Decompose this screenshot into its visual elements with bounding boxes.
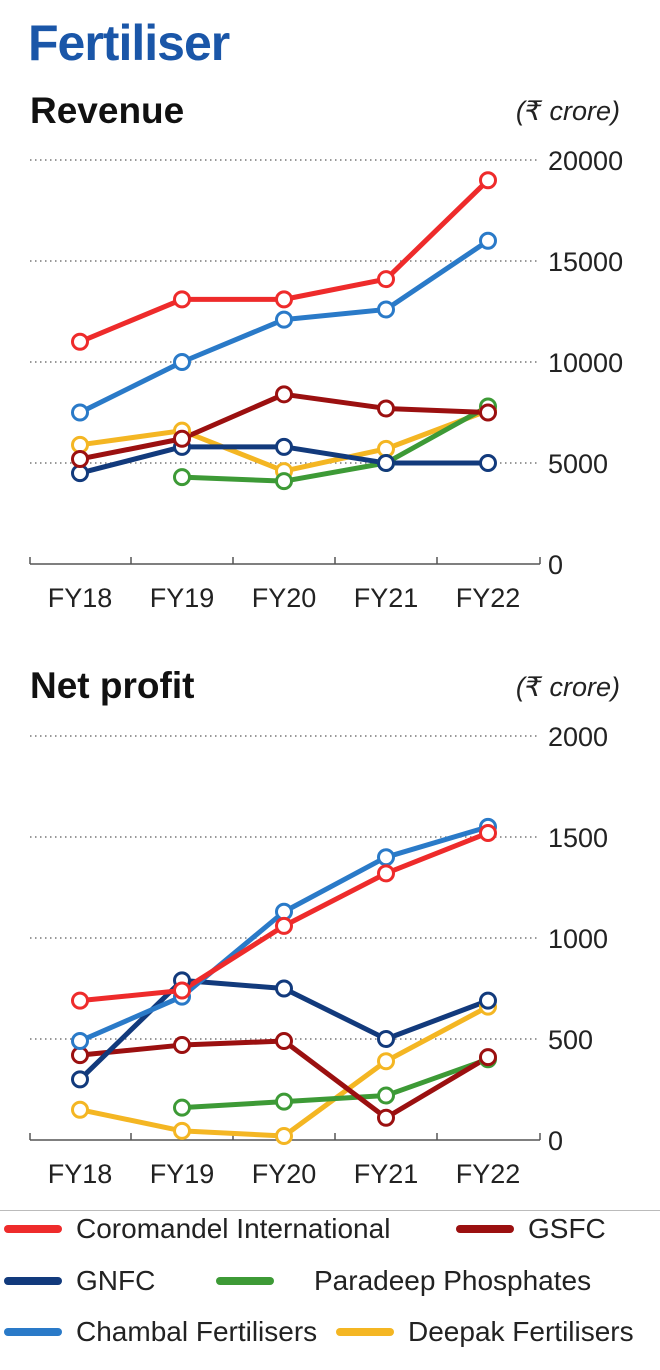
legend-label: GSFC <box>528 1213 606 1244</box>
revenue-y-tick-label: 5000 <box>548 449 608 479</box>
net-profit-y-tick-label: 1000 <box>548 924 608 954</box>
revenue-point-coromandel-international <box>173 290 191 309</box>
net-profit-point-deepak-fertilisers <box>173 1121 191 1140</box>
revenue-x-tick-label: FY21 <box>354 583 419 613</box>
page-title: Fertiliser <box>28 15 230 71</box>
legend-item-chambal-fertilisers: Chambal Fertilisers <box>4 1312 317 1352</box>
revenue-line-paradeep-phosphates <box>179 403 491 484</box>
revenue-point-coromandel-international <box>275 290 293 309</box>
legend-label: GNFC <box>76 1265 156 1296</box>
legend-label: Deepak Fertilisers <box>408 1316 634 1347</box>
net-profit-point-coromandel-international <box>71 991 89 1010</box>
revenue-unit-label: (₹ crore) <box>515 96 620 126</box>
net-profit-point-paradeep-phosphates <box>173 1098 191 1117</box>
net-profit-point-chambal-fertilisers <box>377 848 395 867</box>
net-profit-unit-label: (₹ crore) <box>515 672 620 702</box>
revenue-chart-title: Revenue <box>30 90 185 131</box>
net-profit-point-gnfc <box>275 979 293 998</box>
legend-item-deepak-fertilisers: Deepak Fertilisers <box>336 1312 634 1352</box>
legend-item-paradeep-phosphates: Paradeep Phosphates <box>216 1261 591 1301</box>
legend-label: Coromandel International <box>76 1213 391 1244</box>
net-profit-y-tick-label: 1500 <box>548 823 608 853</box>
revenue-y-tick-label: 0 <box>548 550 563 580</box>
legend-swatch <box>4 1277 62 1285</box>
net-profit-point-gsfc <box>275 1032 293 1051</box>
legend-swatch <box>4 1328 62 1336</box>
revenue-point-gsfc <box>377 399 395 418</box>
net-profit-chart-title: Net profit <box>30 665 195 706</box>
net-profit-y-tick-label: 500 <box>548 1025 593 1055</box>
net-profit-point-deepak-fertilisers <box>377 1052 395 1071</box>
revenue-x-tick-label: FY20 <box>252 583 317 613</box>
net-profit-y-tick-label: 0 <box>548 1126 563 1156</box>
net-profit-point-paradeep-phosphates <box>275 1092 293 1111</box>
revenue-point-coromandel-international <box>71 332 89 351</box>
net-profit-point-gnfc <box>71 1070 89 1089</box>
legend-item-gsfc: GSFC <box>456 1209 606 1249</box>
net-profit-x-tick-label: FY22 <box>456 1159 521 1189</box>
net-profit-line-paradeep-phosphates <box>179 1056 491 1111</box>
net-profit-point-gnfc <box>479 991 497 1010</box>
revenue-point-gnfc <box>275 437 293 456</box>
revenue-point-chambal-fertilisers <box>173 353 191 371</box>
legend: Coromandel International GSFC GNFC Paradeep… <box>0 1210 660 1370</box>
revenue-point-gnfc <box>377 454 395 472</box>
net-profit-point-gnfc <box>377 1030 395 1048</box>
legend-swatch <box>4 1225 62 1233</box>
revenue-x-tick-label: FY22 <box>456 583 521 613</box>
net-profit-chart: 0 500 1000 1500 2000 FY18 FY19 FY20 FY21 FY22 <box>29 722 608 1189</box>
net-profit-point-deepak-fertilisers <box>275 1126 293 1145</box>
legend-swatch <box>216 1277 274 1285</box>
net-profit-x-tick-label: FY20 <box>252 1159 317 1189</box>
revenue-y-tick-label: 10000 <box>548 348 623 378</box>
revenue-point-gsfc <box>71 449 89 468</box>
legend-label: Chambal Fertilisers <box>76 1316 318 1347</box>
net-profit-point-coromandel-international <box>377 864 395 883</box>
revenue-x-tick-label: FY19 <box>150 583 215 613</box>
revenue-point-gsfc <box>275 385 293 404</box>
legend-item-gnfc: GNFC <box>4 1261 155 1301</box>
revenue-point-chambal-fertilisers <box>71 403 89 422</box>
legend-swatch <box>456 1225 514 1233</box>
net-profit-point-gsfc <box>173 1036 191 1055</box>
revenue-point-coromandel-international <box>377 270 395 289</box>
net-profit-point-paradeep-phosphates <box>377 1086 395 1105</box>
net-profit-point-deepak-fertilisers <box>71 1100 89 1119</box>
net-profit-point-coromandel-international <box>479 823 497 842</box>
revenue-point-gsfc <box>173 429 191 448</box>
revenue-point-paradeep-phosphates <box>275 472 293 491</box>
net-profit-point-gsfc <box>479 1048 497 1067</box>
net-profit-y-tick-label: 2000 <box>548 722 608 752</box>
revenue-point-gsfc <box>479 403 497 422</box>
net-profit-point-gsfc <box>377 1108 395 1127</box>
revenue-x-tick-label: FY18 <box>48 583 113 613</box>
revenue-y-tick-label: 20000 <box>548 146 623 176</box>
revenue-point-coromandel-international <box>479 171 497 190</box>
net-profit-point-chambal-fertilisers <box>71 1032 89 1051</box>
legend-item-coromandel-international: Coromandel International <box>4 1209 390 1249</box>
revenue-point-chambal-fertilisers <box>275 310 293 329</box>
revenue-chart: 0 5000 10000 15000 20000 FY18 FY19 FY20 FY21 FY22 <box>29 146 623 613</box>
net-profit-x-tick-label: FY18 <box>48 1159 113 1189</box>
revenue-point-gnfc <box>479 454 497 472</box>
net-profit-x-tick-label: FY19 <box>150 1159 215 1189</box>
legend-label: Paradeep Phosphates <box>314 1265 592 1296</box>
net-profit-x-tick-label: FY21 <box>354 1159 419 1189</box>
revenue-point-paradeep-phosphates <box>173 468 191 487</box>
legend-swatch <box>336 1328 394 1336</box>
revenue-point-chambal-fertilisers <box>377 300 395 319</box>
net-profit-point-coromandel-international <box>173 981 191 1000</box>
revenue-y-tick-label: 15000 <box>548 247 623 277</box>
revenue-point-chambal-fertilisers <box>479 231 497 250</box>
net-profit-point-coromandel-international <box>275 916 293 935</box>
